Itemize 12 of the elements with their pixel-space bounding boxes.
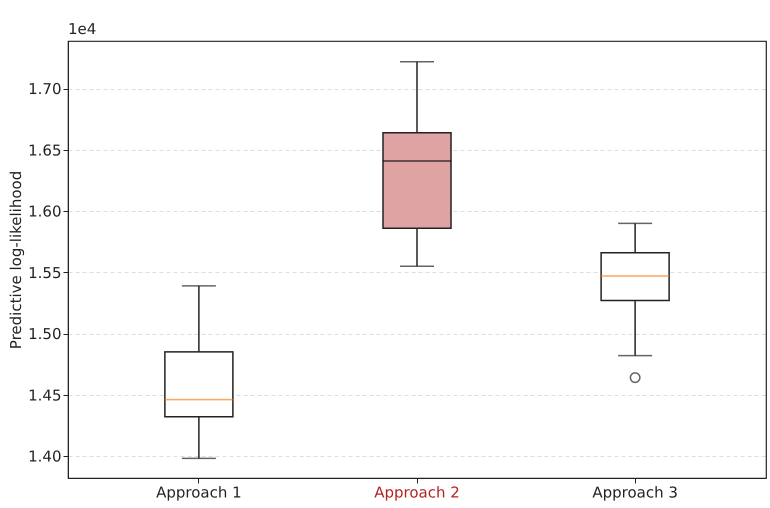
y-tick-label: 1.50 <box>28 325 62 344</box>
y-tick-label: 1.55 <box>28 264 62 282</box>
x-tick-label: Approach 1 <box>156 484 242 502</box>
x-tick-label: Approach 2 <box>374 484 460 502</box>
y-tick-label: 1.65 <box>28 141 62 160</box>
y-axis-title: Predictive log-likelihood <box>7 170 26 350</box>
y-tick-label: 1.60 <box>28 202 62 221</box>
y-tick-label: 1.70 <box>28 80 62 98</box>
y-tick-label: 1.45 <box>28 386 62 404</box>
text: 1e4 <box>68 20 96 38</box>
y-tick-label: 1.40 <box>28 447 62 466</box>
x-tick-label: Approach 3 <box>592 484 678 502</box>
